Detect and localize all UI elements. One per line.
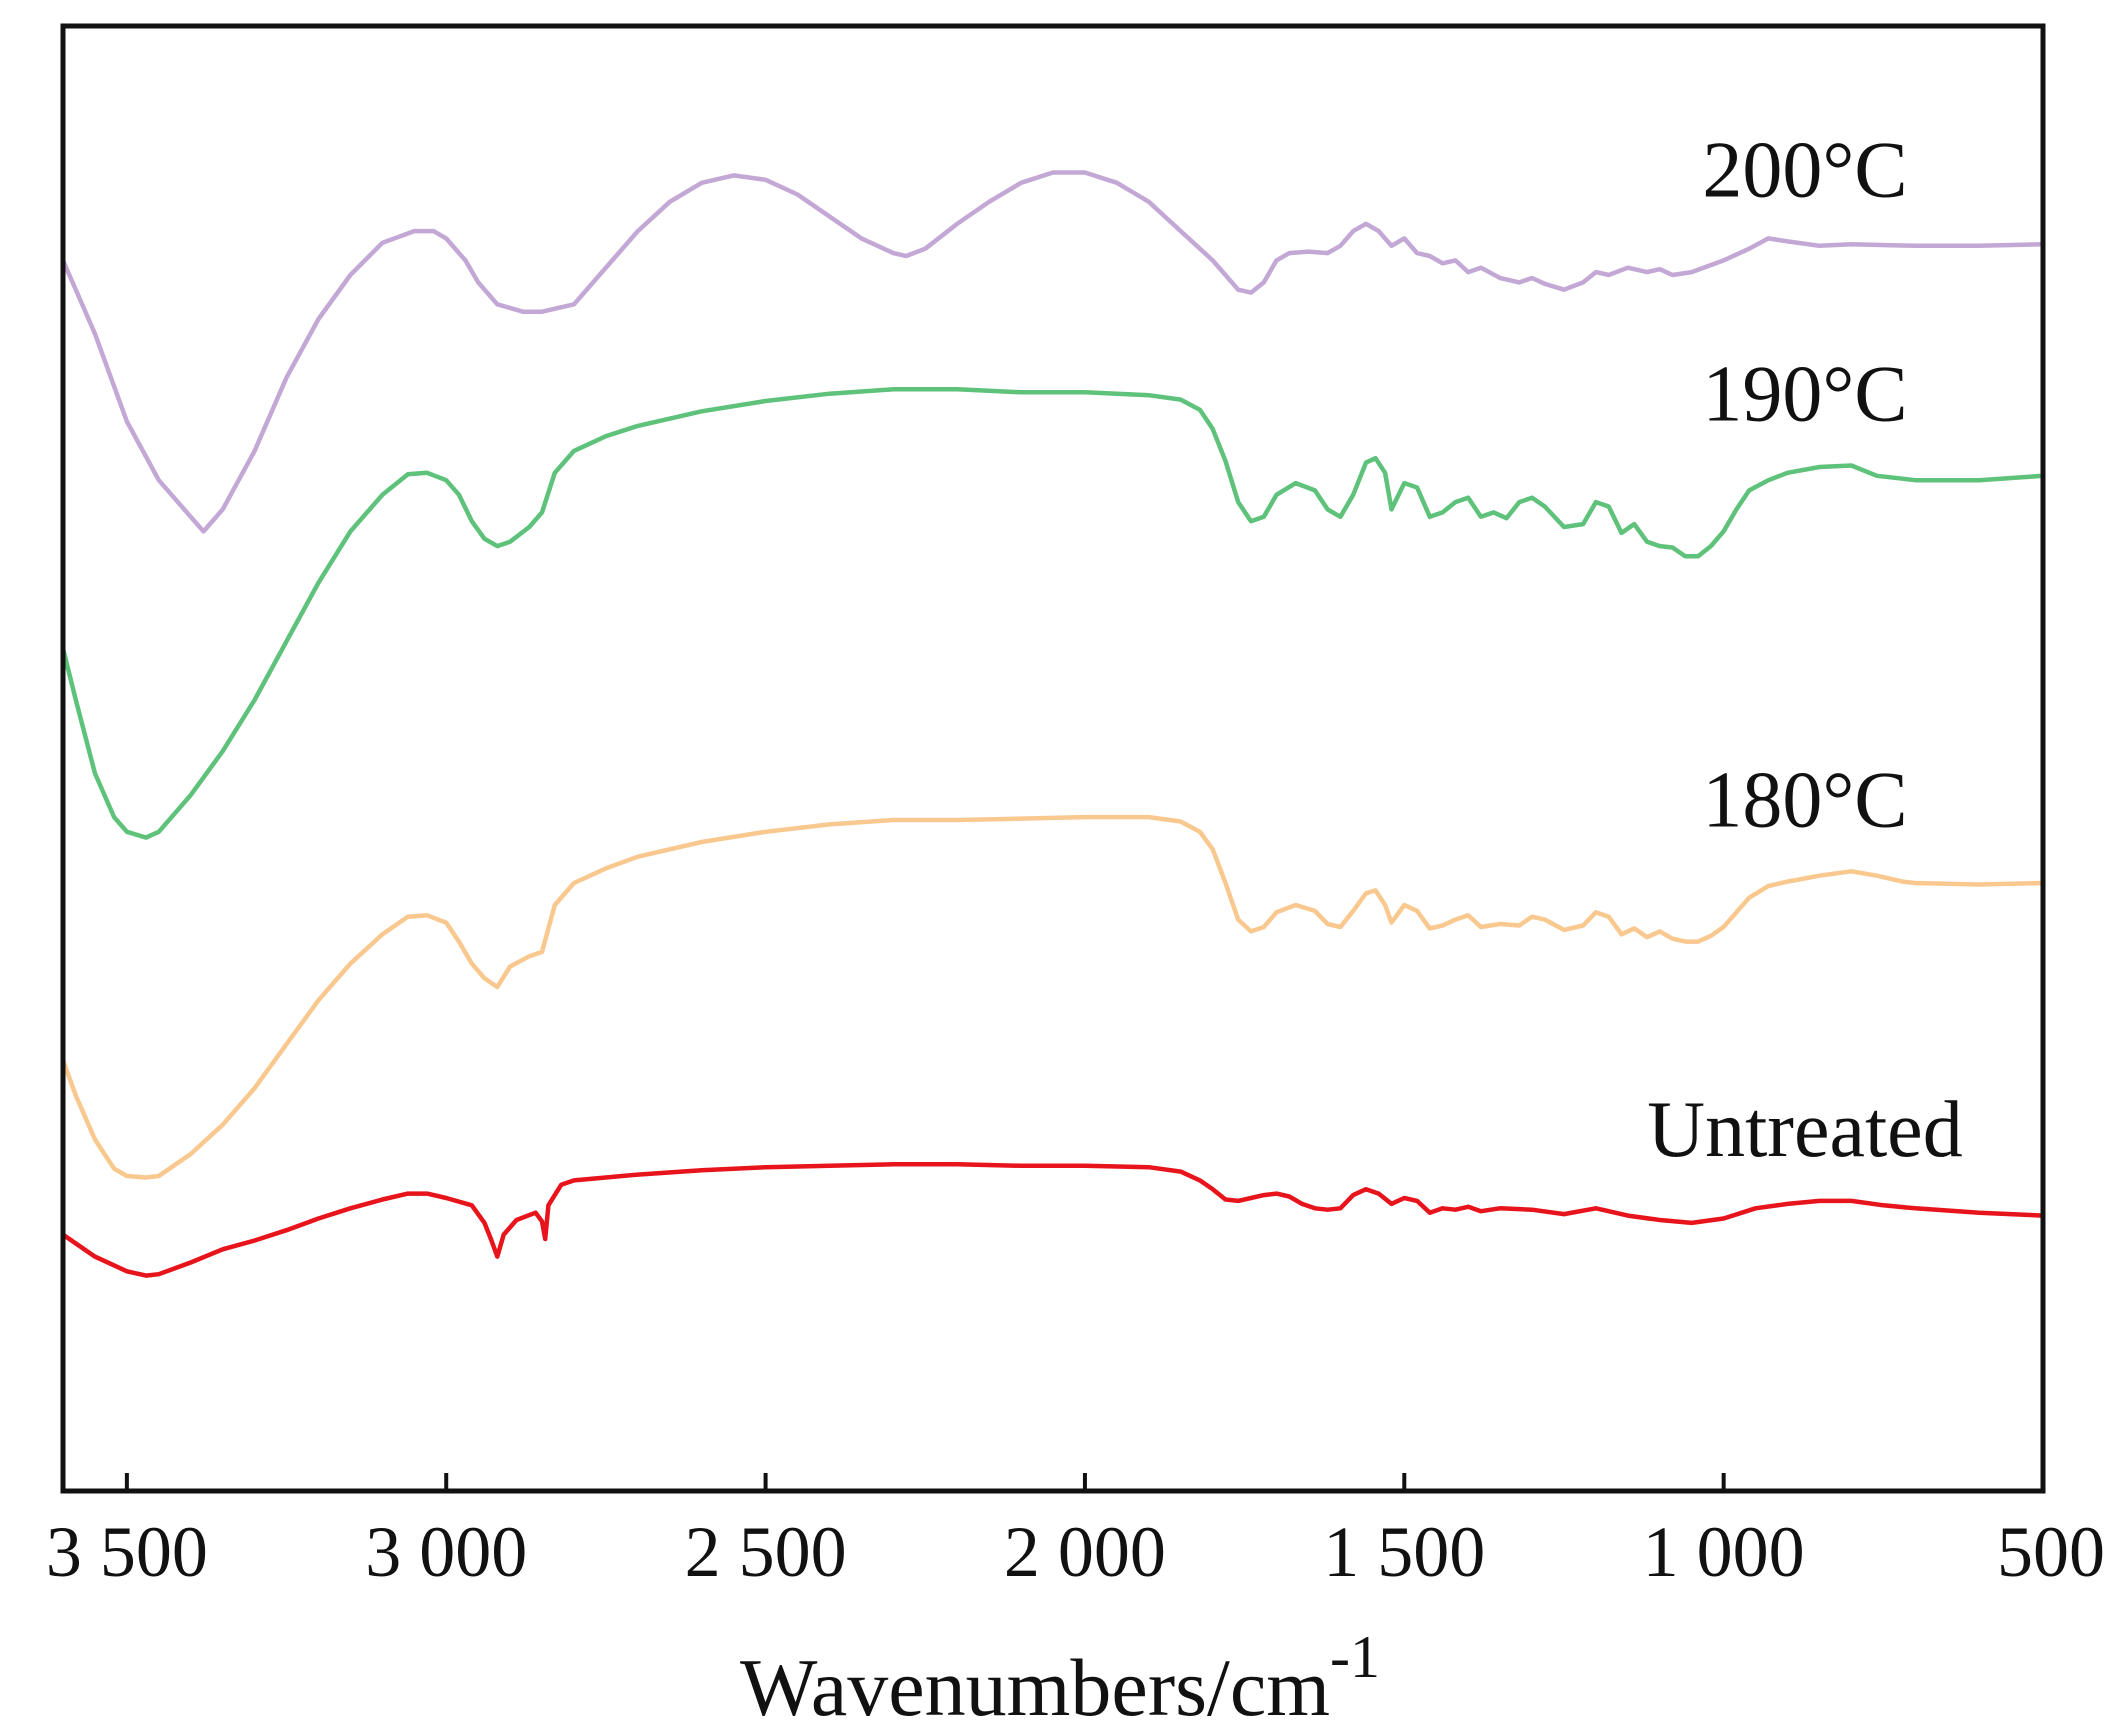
series-layer (60, 170, 2046, 1278)
x-tick-label-1500: 1 500 (1323, 1512, 1485, 1592)
series-label-190-c: 190°C (1702, 351, 1907, 439)
x-tick-label-2500: 2 500 (685, 1512, 847, 1592)
x-axis-ticks: 3 500 3 000 2 500 2 000 1 500 1 000 500 (46, 1473, 2105, 1592)
x-tick-label-3500: 3 500 (46, 1512, 208, 1592)
series-label-layer: 200°C 190°C 180°C Untreated (1647, 126, 1962, 1174)
x-axis-title: Wavenumbers/cm-1 (740, 1624, 1380, 1733)
plot-frame (60, 23, 2046, 1494)
x-tick-label-1000: 1 000 (1643, 1512, 1805, 1592)
series-line-untreated (60, 1162, 2046, 1278)
series-line-180-c (60, 814, 2046, 1180)
series-line-190-c (60, 387, 2046, 840)
x-tick-label-500: 500 (1997, 1512, 2105, 1592)
series-label-200-c: 200°C (1702, 126, 1907, 214)
x-tick-label-3000: 3 000 (365, 1512, 527, 1592)
series-label-untreated: Untreated (1647, 1086, 1962, 1174)
x-tick-label-2000: 2 000 (1004, 1512, 1166, 1592)
series-label-180-c: 180°C (1702, 756, 1907, 844)
x-axis-title-superscript: -1 (1330, 1624, 1380, 1690)
series-line-200-c (60, 170, 2046, 534)
x-axis-title-text: Wavenumbers/cm (740, 1642, 1330, 1733)
